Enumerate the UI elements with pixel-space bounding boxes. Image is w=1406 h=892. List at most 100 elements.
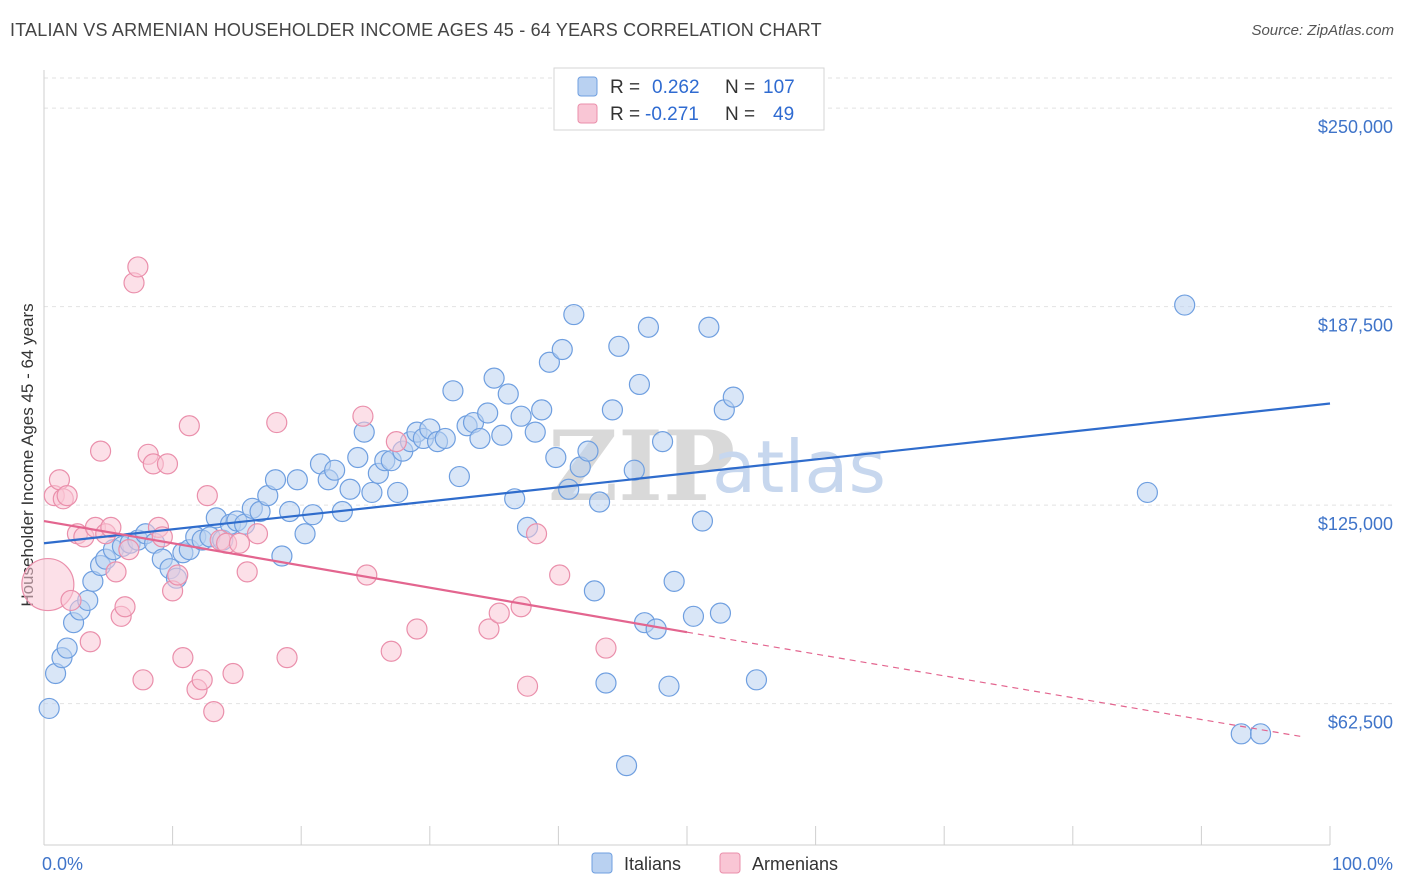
point-italians	[279, 500, 301, 523]
point-armenians	[118, 539, 140, 561]
point-armenians	[488, 602, 510, 624]
point-armenians	[222, 662, 244, 685]
point-armenians	[352, 405, 374, 427]
point-italians	[483, 367, 505, 389]
legend-n-label-armenians: N =	[725, 104, 755, 125]
point-italians	[551, 338, 573, 361]
point-italians	[387, 481, 409, 504]
point-italians	[628, 373, 651, 396]
point-italians	[698, 316, 720, 338]
point-armenians	[89, 440, 112, 462]
point-armenians	[236, 561, 258, 583]
legend-n-label-italians: N =	[725, 77, 755, 98]
point-armenians	[127, 256, 149, 278]
point-italians	[745, 669, 768, 691]
y-tick-label: $187,500	[1318, 316, 1393, 336]
y-axis-label: Householder Income Ages 45 - 64 years	[18, 303, 37, 606]
point-italians	[651, 431, 674, 453]
point-italians	[623, 459, 645, 481]
point-italians	[434, 427, 456, 450]
point-armenians	[79, 631, 101, 653]
point-italians	[538, 351, 560, 373]
legend-r-value-italians: 0.262	[652, 77, 700, 98]
point-italians	[339, 478, 361, 500]
point-italians	[361, 481, 383, 504]
trend-lines	[43, 402, 1331, 738]
point-italians	[563, 303, 585, 326]
point-armenians	[406, 618, 428, 640]
point-italians	[477, 402, 499, 424]
point-armenians	[228, 532, 251, 554]
point-italians	[577, 440, 599, 462]
point-italians	[294, 523, 316, 545]
trend-line-italians	[43, 402, 1331, 545]
point-armenians	[156, 453, 179, 475]
legend-n-value-italians: 107	[763, 77, 795, 98]
point-armenians	[172, 647, 194, 669]
series-italians-points	[38, 294, 1272, 777]
legend-top-box	[553, 67, 825, 131]
point-armenians	[516, 675, 539, 697]
point-italians	[558, 478, 580, 500]
point-italians	[1249, 723, 1272, 745]
point-armenians	[178, 415, 200, 437]
point-italians	[601, 399, 624, 421]
point-italians	[608, 335, 630, 357]
point-armenians	[203, 700, 225, 723]
y-tick-label: $125,000	[1318, 514, 1393, 534]
point-italians	[286, 469, 308, 491]
chart-title: ITALIAN VS ARMENIAN HOUSEHOLDER INCOME A…	[10, 20, 822, 40]
point-armenians	[549, 564, 571, 586]
point-italians	[491, 424, 513, 446]
point-armenians	[132, 669, 154, 691]
point-italians	[497, 383, 519, 405]
point-italians	[637, 316, 660, 338]
point-italians	[504, 488, 526, 510]
point-armenians	[167, 564, 189, 586]
point-armenians	[196, 485, 218, 507]
x-tick-label-max: 100.0%	[1332, 854, 1393, 874]
point-armenians	[191, 669, 213, 691]
point-italians	[1136, 481, 1158, 504]
point-italians	[264, 469, 287, 491]
point-italians	[595, 672, 617, 694]
point-italians	[531, 399, 553, 421]
y-tick-labels: $62,500 $125,000 $187,500 $250,000	[1318, 117, 1393, 733]
point-italians	[663, 570, 685, 592]
point-armenians	[105, 561, 127, 583]
point-italians	[583, 580, 606, 602]
point-armenians	[276, 647, 298, 669]
y-tick-label: $250,000	[1318, 117, 1393, 137]
legend-r-label-armenians: R =	[610, 104, 640, 125]
point-armenians	[510, 596, 532, 618]
trend-line-armenians	[43, 519, 688, 634]
point-armenians	[60, 589, 82, 612]
point-italians	[658, 675, 680, 697]
point-italians	[709, 602, 732, 624]
point-armenians	[56, 485, 78, 507]
x-tick-label-min: 0.0%	[42, 854, 83, 874]
point-italians	[347, 446, 369, 469]
point-italians	[324, 459, 346, 481]
legend-n-value-armenians: 49	[773, 104, 794, 125]
legend-bottom: Italians Armenians	[591, 852, 838, 874]
point-armenians	[478, 618, 500, 640]
point-armenians	[380, 640, 402, 662]
point-italians	[588, 491, 611, 513]
legend-bottom-swatch-italians	[591, 852, 613, 874]
legend-r-value-armenians: -0.271	[645, 104, 699, 125]
point-armenians	[114, 596, 136, 618]
series-armenians-points	[21, 256, 617, 723]
legend-r-label-italians: R =	[610, 77, 640, 98]
legend-swatch-italians	[577, 76, 598, 97]
point-italians	[545, 446, 567, 469]
chart-source: Source: ZipAtlas.com	[1251, 22, 1394, 39]
point-italians	[510, 405, 532, 427]
point-italians	[469, 427, 491, 450]
point-armenians	[385, 431, 407, 453]
legend-bottom-label-armenians: Armenians	[752, 854, 838, 874]
point-armenians	[595, 637, 617, 659]
point-italians	[1174, 294, 1196, 316]
point-italians	[682, 605, 705, 627]
